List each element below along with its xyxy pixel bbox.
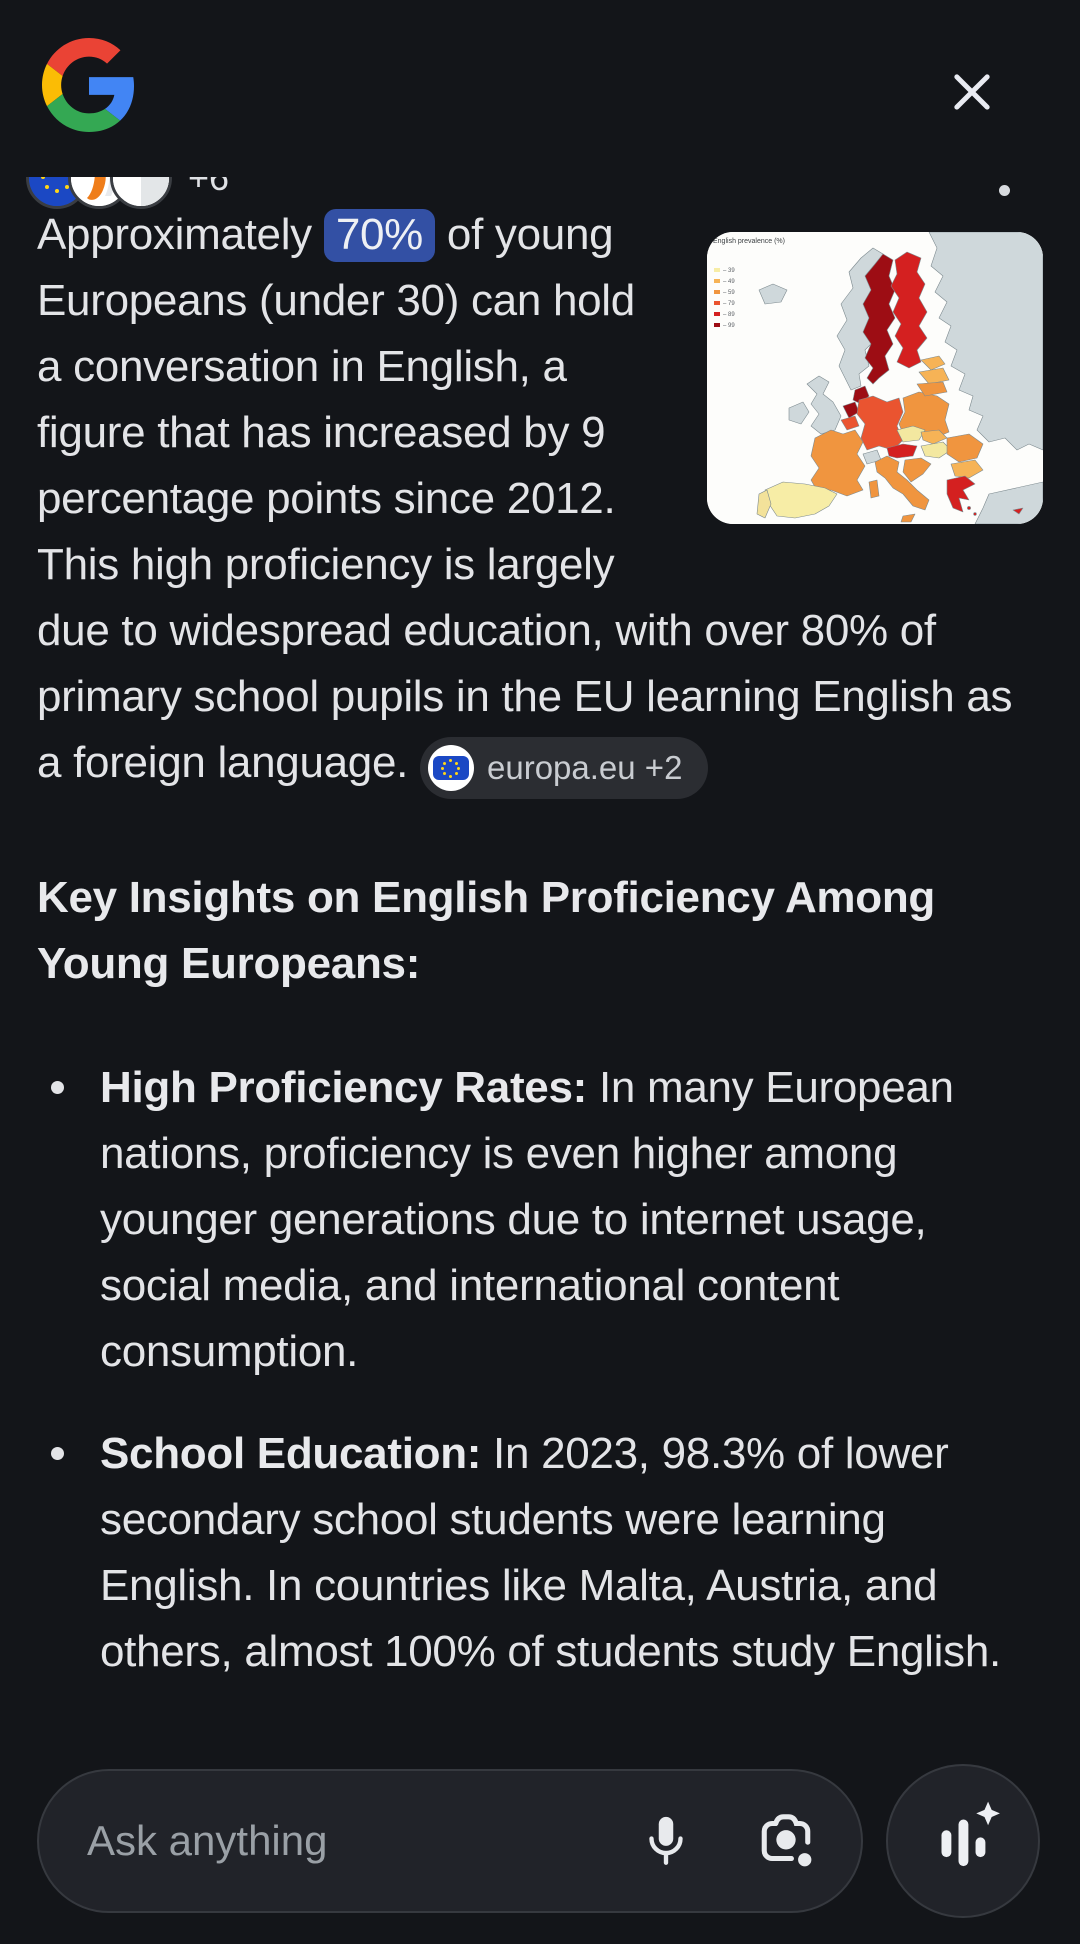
map-caption-text: English prevalence (%) [713, 238, 785, 245]
lens-button[interactable] [753, 1808, 819, 1874]
list-item-text: In 2023, 98.3% of lower secondary school… [100, 1429, 1001, 1676]
answer-text-before: Approximately [37, 210, 324, 259]
list-item-text: In many European nations, proficiency is… [100, 1063, 954, 1376]
svg-text:‒ 39: ‒ 39 [723, 268, 735, 274]
insights-list: High Proficiency Rates: In many European… [37, 1055, 1043, 1685]
europe-map-thumbnail[interactable]: English prevalence (%) ‒ 39 ‒ 49 ‒ 59 ‒ … [707, 232, 1043, 524]
svg-text:‒ 59: ‒ 59 [723, 290, 735, 296]
google-logo-icon [42, 38, 136, 134]
ai-mode-icon [941, 1801, 1000, 1867]
svg-text:‒ 89: ‒ 89 [723, 312, 735, 318]
list-item: School Education: In 2023, 98.3% of lowe… [37, 1421, 1043, 1685]
ai-overview-content: English prevalence (%) ‒ 39 ‒ 49 ‒ 59 ‒ … [37, 202, 1043, 1685]
header [0, 0, 1080, 140]
list-item-lead: School Education: [100, 1429, 482, 1478]
list-item: High Proficiency Rates: In many European… [37, 1055, 1043, 1385]
close-icon [954, 74, 990, 110]
sources-row: +6 [26, 177, 1054, 211]
answer-text-after: of young Europeans (under 30) can hold a… [37, 210, 1013, 787]
source-favicon-3[interactable] [110, 177, 172, 209]
eu-flag-icon [428, 745, 474, 791]
lens-camera-icon [761, 1814, 812, 1867]
microphone-icon [649, 1816, 683, 1865]
citation-chip[interactable]: europa.eu +2 [420, 737, 709, 799]
close-button[interactable] [942, 62, 1002, 122]
citation-label: europa.eu +2 [487, 749, 683, 786]
list-item-lead: High Proficiency Rates: [100, 1063, 588, 1112]
sources-more-count[interactable]: +6 [188, 177, 230, 198]
highlighted-stat[interactable]: 70% [323, 209, 435, 262]
ask-input[interactable] [85, 1816, 633, 1866]
ask-input-pill[interactable] [37, 1769, 863, 1913]
insights-heading: Key Insights on English Proficiency Amon… [37, 873, 935, 988]
answer-paragraph: Approximately 70% of young Europeans (un… [37, 202, 1043, 799]
svg-text:‒ 79: ‒ 79 [723, 301, 735, 307]
ai-mode-button[interactable] [886, 1764, 1040, 1918]
bottom-bar [0, 1710, 1080, 1944]
svg-text:‒ 99: ‒ 99 [723, 323, 735, 329]
overflow-menu-icon[interactable] [999, 185, 1010, 196]
svg-text:‒ 49: ‒ 49 [723, 279, 735, 285]
microphone-button[interactable] [633, 1808, 699, 1874]
